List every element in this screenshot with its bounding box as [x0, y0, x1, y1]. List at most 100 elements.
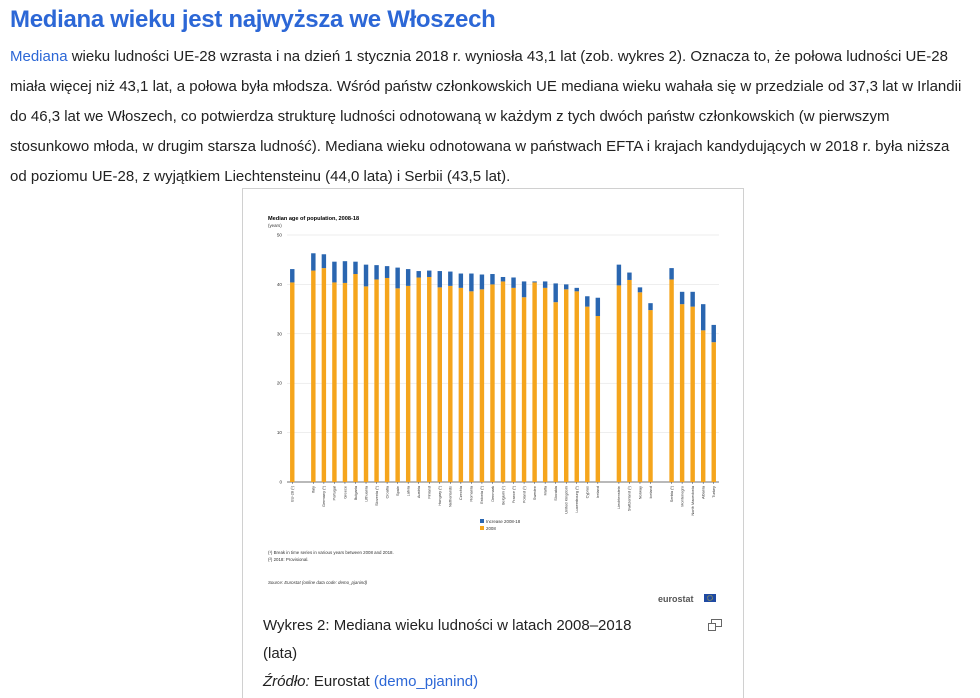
chart-figure[interactable]: Median age of population, 2008-18 (years… [242, 188, 744, 698]
x-tick-label: Spain [395, 486, 400, 496]
y-tick-label: 30 [277, 331, 283, 336]
bar-increase [574, 287, 579, 292]
bar-increase [616, 264, 622, 286]
legend-swatch-increase [480, 519, 484, 523]
bar-increase [679, 291, 685, 305]
bar-increase [585, 296, 590, 307]
x-tick-label: Norway [637, 486, 642, 499]
bar-increase [448, 271, 453, 286]
x-tick-label: Greece [342, 486, 347, 499]
bar-increase [353, 261, 358, 275]
x-tick-label: Sweden [532, 486, 537, 500]
footnote-provisional: (²) 2018: Provisional. [268, 557, 309, 562]
x-tick-label: Portugal [332, 486, 337, 501]
bar-2008 [290, 282, 295, 482]
x-tick-label: EU-28 (¹) [290, 485, 295, 502]
x-tick-label: Czechia [458, 485, 463, 500]
bar-increase [669, 268, 674, 280]
bar-2008 [479, 289, 485, 482]
eu-flag-icon [704, 594, 716, 602]
bar-increase [427, 270, 432, 277]
x-tick-label: Croatia [384, 485, 389, 498]
bar-2008 [521, 297, 527, 482]
legend-label-2008: 2008 [486, 526, 496, 531]
x-tick-labels: EU-28 (¹) Italy Germany (¹) Portugal Greece B… [290, 482, 716, 516]
mediana-link[interactable]: Mediana [10, 48, 68, 65]
x-tick-label: Italy [311, 486, 316, 493]
bar-increase [437, 271, 442, 288]
x-tick-label: Montenegro [679, 486, 684, 507]
x-tick-label: Cyprus [585, 486, 590, 498]
x-tick-label: Austria [416, 485, 421, 498]
bar-2008 [627, 279, 632, 482]
x-tick-label: Albania [700, 485, 705, 499]
bar-2008 [574, 291, 579, 482]
bar-increase [490, 274, 495, 285]
bar-2008 [669, 279, 674, 482]
bar-2008 [363, 286, 369, 482]
figure-caption: Wykres 2: Mediana wieku ludności w latac… [263, 612, 631, 696]
x-tick-label: Poland (¹) [521, 485, 526, 503]
bar-increase [469, 273, 474, 292]
bar-2008 [416, 277, 421, 482]
legend: Increase 2008-18 2008 [480, 519, 521, 531]
bar-2008 [395, 288, 400, 482]
x-tick-label: Lithuania [363, 485, 368, 502]
article-paragraph: Mediana wieku ludności UE-28 wzrasta i n… [10, 42, 970, 192]
bar-increase [700, 304, 706, 331]
bar-2008 [374, 279, 379, 482]
x-tick-label: France (¹) [511, 485, 516, 503]
bar-2008 [311, 270, 316, 482]
bar-increase [648, 303, 653, 311]
y-tick-label: 20 [277, 381, 283, 386]
x-tick-label: Bulgaria [353, 485, 358, 500]
x-tick-label: Hungary (¹) [437, 485, 442, 505]
x-tick-label: Estonia (¹) [479, 485, 484, 504]
bar-increase [532, 281, 537, 283]
bar-2008 [616, 285, 622, 482]
footnote-break: (¹) Break in time series in various year… [268, 550, 394, 555]
bar-2008 [648, 310, 653, 482]
bar-increase [595, 297, 601, 317]
y-tick-label: 40 [277, 282, 283, 287]
legend-label-increase: Increase 2008-18 [486, 519, 521, 524]
x-tick-label: Romania [469, 485, 474, 501]
x-tick-label: Belgium (¹) [500, 485, 505, 505]
paragraph-text: wieku ludności UE-28 wzrasta i na dzień … [10, 48, 962, 185]
bar-increase [711, 324, 716, 343]
x-tick-label: Ireland [595, 486, 600, 498]
bar-2008 [490, 284, 495, 482]
y-tick-label: 50 [277, 233, 283, 238]
bar-2008 [700, 330, 706, 482]
bar-2008 [564, 289, 569, 482]
x-tick-label: Denmark [490, 486, 495, 502]
x-tick-label: Turkey [711, 486, 716, 498]
bar-2008 [405, 285, 411, 482]
x-tick-label: Liechtenstein [616, 486, 621, 509]
bar-2008 [711, 342, 716, 482]
bar-2008 [553, 302, 558, 482]
bar-increase [479, 274, 485, 290]
bar-2008 [321, 268, 327, 482]
x-tick-label: Slovakia [553, 485, 558, 501]
bar-2008 [353, 274, 358, 482]
chart-source: Source: Eurostat (online data code: demo… [268, 580, 368, 585]
bar-2008 [448, 285, 453, 482]
median-age-chart: Median age of population, 2008-18 (years… [268, 216, 719, 604]
x-tick-label: Latvia [405, 485, 410, 496]
bar-increase [311, 253, 316, 271]
x-tick-label: Malta [542, 485, 547, 495]
bar-increase [690, 291, 695, 307]
bar-2008 [679, 304, 685, 482]
caption-title: Wykres 2: Mediana wieku ludności w latac… [263, 617, 632, 634]
y-tick-label: 0 [279, 480, 282, 485]
bar-increase [384, 266, 390, 278]
bar-2008 [500, 281, 506, 482]
expand-icon[interactable] [708, 619, 722, 631]
source-dataset-link[interactable]: (demo_pjanind) [373, 673, 479, 690]
eurostat-logo-text: eurostat [658, 594, 694, 604]
bar-increase [395, 267, 400, 289]
bar-increase [564, 284, 569, 290]
x-tick-label: Slovenia (¹) [374, 485, 379, 506]
bar-2008 [511, 287, 516, 482]
